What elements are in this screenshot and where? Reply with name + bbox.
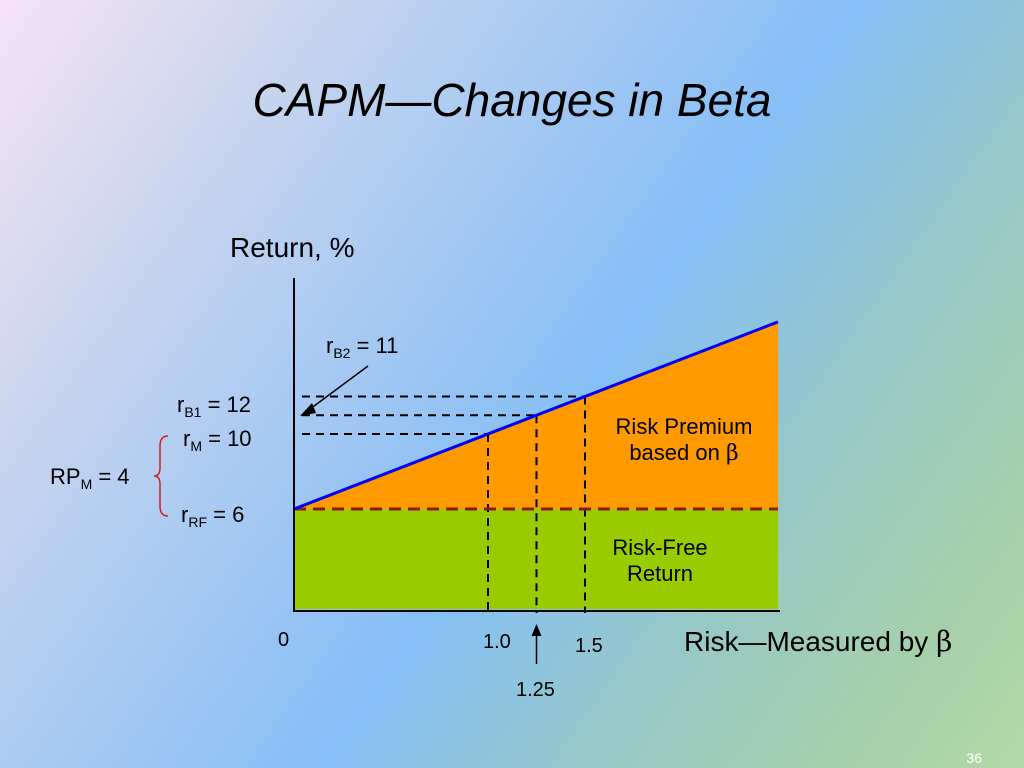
label-sub: B1: [184, 404, 202, 420]
risk-premium-line2: based on β: [594, 440, 774, 467]
label-r-m: rM = 10: [183, 426, 252, 454]
label-sub: RF: [188, 514, 207, 530]
beta-symbol: β: [936, 625, 953, 658]
risk-free-line1: Risk-Free: [612, 535, 708, 560]
label-value: = 11: [350, 333, 399, 358]
rb2-pointer-line: [305, 365, 369, 413]
risk-premium-based-on: based on: [629, 440, 720, 465]
label-base: RP: [50, 464, 81, 489]
label-base: r: [326, 333, 334, 358]
x-tick-2: 1.5: [575, 635, 603, 657]
risk-premium-label: Risk Premium based on β: [594, 414, 774, 467]
security-market-line: [293, 320, 779, 511]
beta-symbol: β: [725, 441, 739, 466]
x-tick-0: 0: [278, 629, 290, 651]
x-tick-1: 1.0: [483, 631, 511, 653]
label-base: r: [181, 502, 189, 527]
x-axis-label: Risk—Measured by β: [684, 626, 952, 658]
slide-number: 36: [966, 750, 982, 766]
label-value: = 12: [201, 392, 251, 417]
label-sub: M: [80, 476, 93, 492]
label-r-rf: rRF = 6: [181, 502, 245, 530]
guide-lines: [302, 395, 586, 613]
label-value: = 4: [92, 464, 130, 489]
label-sub: M: [190, 438, 202, 454]
rp-m-brace: [153, 435, 169, 517]
label-r-b2: rB2 = 11: [326, 333, 399, 361]
label-value: = 10: [202, 426, 252, 451]
label-rp-m: RPM = 4: [50, 464, 130, 492]
slide-title: CAPM—Changes in Beta: [252, 74, 772, 126]
risk-free-label: Risk-Free Return: [590, 535, 730, 587]
risk-premium-line1: Risk Premium: [615, 414, 753, 439]
x-axis-label-text: Risk—Measured by: [684, 626, 929, 657]
label-base: r: [183, 426, 191, 451]
label-value: = 6: [207, 502, 245, 527]
risk-free-line2: Return: [626, 561, 694, 586]
label-r-b1: rB1 = 12: [177, 392, 251, 420]
rb2-pointer-arrowhead: [300, 403, 316, 416]
y-axis-label: Return, %: [230, 232, 355, 263]
beta-arrow-head: [531, 624, 542, 636]
label-sub: B2: [333, 345, 351, 361]
x-arrow-label: 1.25: [516, 679, 555, 701]
label-base: r: [177, 392, 185, 417]
